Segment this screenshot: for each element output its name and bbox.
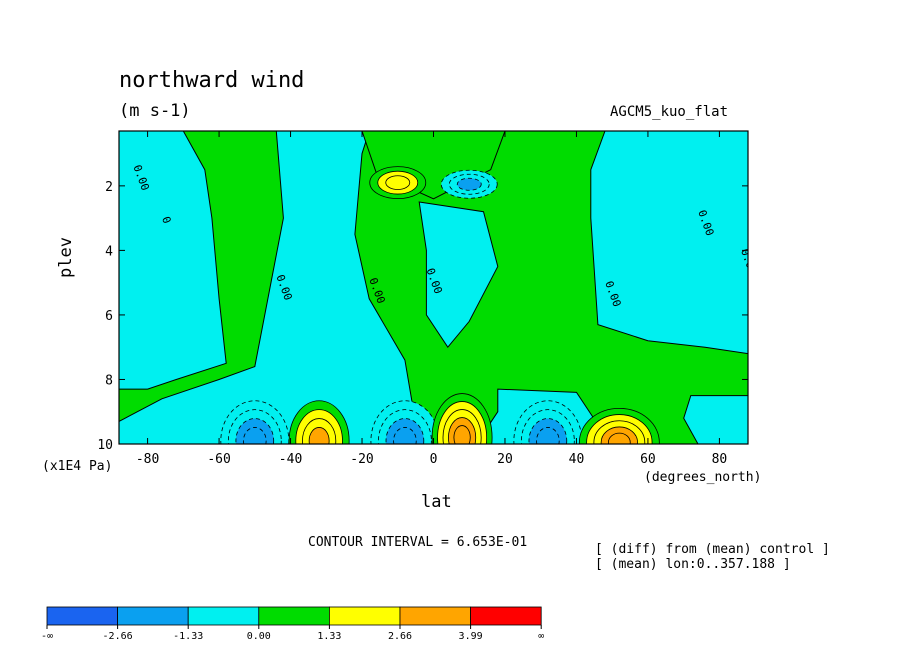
axis-ticks: -80 -60 -40 -20 0 20 40 60 80 2 4 6 8 10 xyxy=(97,131,748,467)
x-axis-label: lat xyxy=(421,492,452,512)
x-tick-label-7: 60 xyxy=(640,452,656,467)
colorbar-swatch-4 xyxy=(328,606,401,626)
y-tick-label-4: 10 xyxy=(97,438,113,453)
colorbar-label-7: ∞ xyxy=(538,631,544,642)
extremum-2-level-3 xyxy=(393,427,417,444)
x-tick-label-0: -80 xyxy=(136,452,159,467)
units-label: (m s-1) xyxy=(119,101,191,121)
y-tick-label-2: 6 xyxy=(105,309,113,324)
chart-title: northward wind xyxy=(119,68,305,93)
negative-region-1 xyxy=(119,131,420,444)
x-tick-label-8: 80 xyxy=(712,452,728,467)
colorbar-label-5: 2.66 xyxy=(388,631,412,642)
negative-region-0 xyxy=(119,131,227,390)
colorbar-label-6: 3.99 xyxy=(459,631,483,642)
colorbar-swatch-0 xyxy=(46,606,118,626)
plot-area: 00.00 0.00 0.00 0.000.000.000.00 xyxy=(118,130,759,445)
colorbar-swatch-6 xyxy=(470,606,542,626)
x-tick-label-3: -20 xyxy=(350,452,373,467)
y-axis-unit: (x1E4 Pa) xyxy=(42,459,113,474)
colorbar-label-1: -2.66 xyxy=(103,631,133,642)
diff-note: [ (diff) from (mean) control ] xyxy=(595,542,830,557)
extremum-6-level-2 xyxy=(385,175,411,190)
colorbar-swatch-3 xyxy=(258,606,330,626)
negative-region-2 xyxy=(418,201,499,349)
y-tick-label-0: 2 xyxy=(105,180,113,195)
x-tick-label-6: 40 xyxy=(569,452,585,467)
negative-region-4 xyxy=(590,131,748,355)
colorbar-label-4: 1.33 xyxy=(317,631,341,642)
negative-region-5 xyxy=(683,395,748,444)
x-tick-label-1: -60 xyxy=(207,452,230,467)
contour-label-0: 0 xyxy=(159,215,173,226)
extremum-3-level-4 xyxy=(453,425,471,444)
field-layer: 00.00 0.00 0.00 0.000.000.000.00 xyxy=(119,131,759,444)
extremum-7-level-2 xyxy=(456,177,482,191)
x-tick-label-2: -40 xyxy=(279,452,302,467)
y-tick-label-3: 8 xyxy=(105,373,113,388)
colorbar-label-0: -∞ xyxy=(41,631,53,642)
x-tick-label-4: 0 xyxy=(430,452,438,467)
mean-note: [ (mean) lon:0..357.188 ] xyxy=(595,557,791,572)
colorbar-label-2: -1.33 xyxy=(173,631,203,642)
x-tick-label-5: 20 xyxy=(497,452,513,467)
x-axis-unit: (degrees_north) xyxy=(644,470,762,485)
y-tick-label-1: 4 xyxy=(105,244,113,259)
extremum-0-level-3 xyxy=(243,427,267,444)
colorbar-label-3: 0.00 xyxy=(247,631,271,642)
contour-label-5: 0.00 xyxy=(738,247,759,276)
colorbar-swatch-5 xyxy=(399,606,471,626)
extremum-1-level-3 xyxy=(308,427,330,444)
experiment-label: AGCM5_kuo_flat xyxy=(610,104,729,120)
extremum-5-level-4 xyxy=(608,432,631,444)
colorbar-swatch-2 xyxy=(187,606,260,626)
colorbar-swatch-1 xyxy=(117,606,189,626)
colorbar: -∞ -2.66 -1.33 0.00 1.33 2.66 3.99 ∞ xyxy=(41,606,544,642)
contour-interval: CONTOUR INTERVAL = 6.653E-01 xyxy=(308,535,528,550)
extremum-4-level-3 xyxy=(536,427,560,444)
